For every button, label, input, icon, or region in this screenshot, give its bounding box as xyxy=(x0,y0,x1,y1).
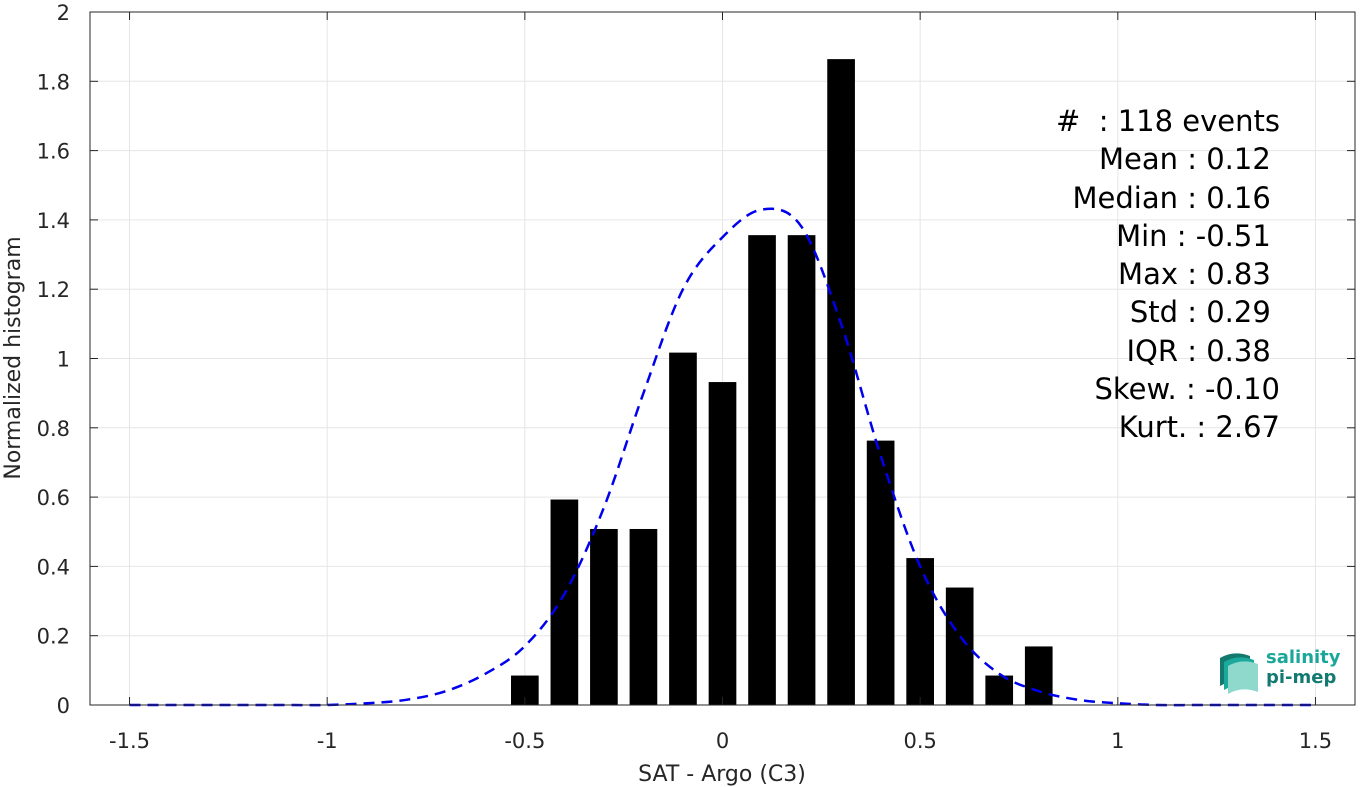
histogram-bar xyxy=(985,675,1014,705)
histogram-bar xyxy=(827,59,855,705)
wave-logo-icon xyxy=(1220,653,1258,694)
y-tick-label: 2 xyxy=(57,1,70,25)
histogram-bar xyxy=(866,440,895,705)
x-tick-label: 0.5 xyxy=(903,729,936,753)
x-tick-label: 0 xyxy=(716,729,729,753)
x-tick-label: -1 xyxy=(317,729,338,753)
x-axis-title: SAT - Argo (C3) xyxy=(638,762,806,787)
stat-max: Max : 0.83 xyxy=(1118,257,1280,292)
x-tick-labels: -1.5 -1 -0.5 0 0.5 1 1.5 xyxy=(109,729,1332,753)
y-tick-label: 0.6 xyxy=(37,486,70,510)
salinity-pi-mep-logo: salinity pi-mep xyxy=(1216,646,1346,694)
stat-iqr: IQR : 0.38 xyxy=(1126,333,1280,368)
stat-count: # : 118 events xyxy=(1056,104,1280,138)
axis-ticks xyxy=(90,11,1355,706)
logo-wordmark: salinity pi-mep xyxy=(1266,648,1341,688)
histogram-bar xyxy=(669,352,697,705)
logo-line-pimep: pi-mep xyxy=(1266,667,1337,688)
histogram-bar xyxy=(748,235,776,705)
y-tick-label: 1.6 xyxy=(37,140,70,164)
y-tick-label: 1.8 xyxy=(37,70,70,94)
histogram-bar xyxy=(550,499,579,705)
y-tick-label: 1.2 xyxy=(37,278,70,302)
fit-curve xyxy=(129,207,1316,707)
stat-min: Min : -0.51 xyxy=(1116,218,1280,253)
histogram-bar xyxy=(629,528,658,705)
y-tick-label: 1.4 xyxy=(37,209,70,233)
histogram-bar xyxy=(945,587,974,705)
x-tick-label: -1.5 xyxy=(109,729,150,753)
histogram-bar xyxy=(708,382,737,705)
stat-median: Median : 0.16 xyxy=(1072,180,1280,215)
statistics-annotation: # : 118 events Mean : 0.12 Median : 0.16… xyxy=(960,102,1280,447)
y-tick-label: 0.4 xyxy=(37,555,70,579)
y-tick-label: 0.8 xyxy=(37,417,70,441)
y-tick-label: 0 xyxy=(57,694,70,718)
stat-mean: Mean : 0.12 xyxy=(1098,142,1280,177)
x-tick-label: 1 xyxy=(1111,729,1124,753)
logo-line-salinity: salinity xyxy=(1266,647,1341,668)
y-axis-title: Normalized histogram xyxy=(1,236,26,479)
x-tick-label: 1.5 xyxy=(1299,729,1332,753)
y-tick-label: 0.2 xyxy=(37,625,70,649)
histogram-bar xyxy=(1024,646,1053,705)
stat-std: Std : 0.29 xyxy=(1129,295,1280,330)
histogram-bar xyxy=(590,528,618,705)
y-tick-labels: 0 0.2 0.4 0.6 0.8 1 1.2 1.4 1.6 1.8 2 xyxy=(37,1,70,718)
histogram-bar xyxy=(787,235,816,705)
histogram-bar xyxy=(906,558,934,705)
y-tick-label: 1 xyxy=(57,348,70,372)
stat-skew: Skew. : -0.10 xyxy=(1094,372,1280,407)
stat-kurt: Kurt. : 2.67 xyxy=(1118,410,1280,445)
x-tick-label: -0.5 xyxy=(504,729,545,753)
